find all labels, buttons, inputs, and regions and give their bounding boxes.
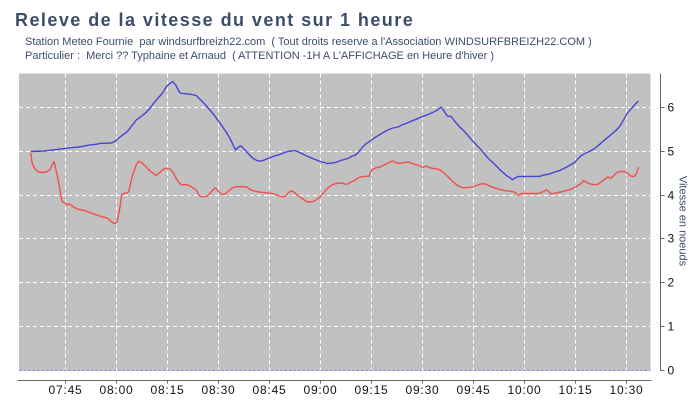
svg-text:07:45: 07:45 bbox=[48, 383, 82, 397]
svg-text:08:30: 08:30 bbox=[201, 383, 235, 397]
svg-text:3: 3 bbox=[668, 232, 675, 246]
svg-text:10:15: 10:15 bbox=[558, 383, 592, 397]
svg-text:09:15: 09:15 bbox=[354, 383, 388, 397]
svg-text:4: 4 bbox=[668, 189, 675, 203]
svg-text:08:00: 08:00 bbox=[99, 383, 133, 397]
svg-text:09:00: 09:00 bbox=[303, 383, 337, 397]
svg-text:09:45: 09:45 bbox=[456, 383, 490, 397]
svg-text:10:30: 10:30 bbox=[609, 383, 643, 397]
svg-text:0: 0 bbox=[668, 364, 675, 378]
svg-text:2: 2 bbox=[668, 276, 675, 290]
svg-text:Vitesse en noeuds: Vitesse en noeuds bbox=[677, 176, 689, 267]
svg-text:08:15: 08:15 bbox=[150, 383, 184, 397]
svg-text:6: 6 bbox=[668, 101, 675, 115]
svg-text:08:45: 08:45 bbox=[252, 383, 286, 397]
svg-text:5: 5 bbox=[668, 145, 675, 159]
svg-text:09:30: 09:30 bbox=[405, 383, 439, 397]
svg-text:10:00: 10:00 bbox=[507, 383, 541, 397]
svg-text:1: 1 bbox=[668, 320, 675, 334]
